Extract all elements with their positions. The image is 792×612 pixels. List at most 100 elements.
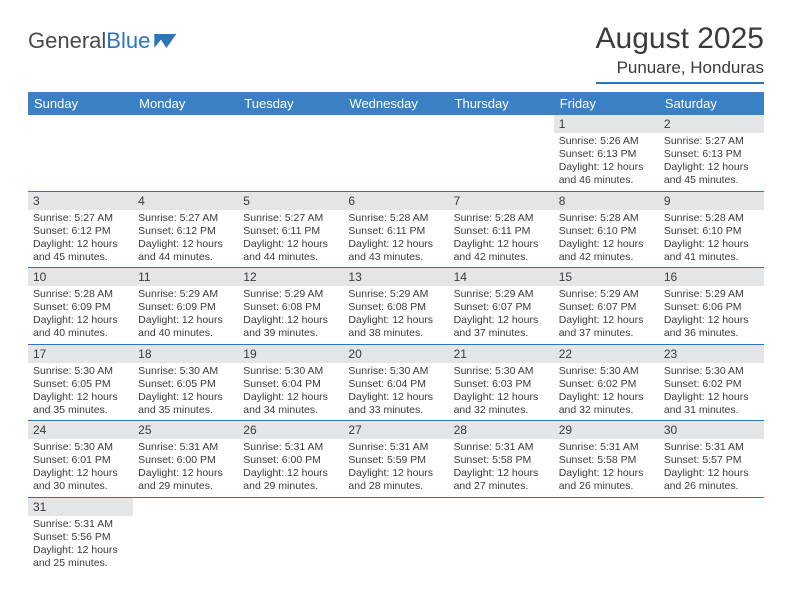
calendar-cell: 17Sunrise: 5:30 AMSunset: 6:05 PMDayligh… xyxy=(28,344,133,421)
weekday-header: Friday xyxy=(554,92,659,115)
calendar-cell: 28Sunrise: 5:31 AMSunset: 5:58 PMDayligh… xyxy=(449,421,554,498)
day-number: 4 xyxy=(133,192,238,210)
calendar-cell xyxy=(133,497,238,573)
calendar-cell: 9Sunrise: 5:28 AMSunset: 6:10 PMDaylight… xyxy=(659,191,764,268)
calendar-cell xyxy=(449,497,554,573)
weekday-header: Thursday xyxy=(449,92,554,115)
calendar-cell: 1Sunrise: 5:26 AMSunset: 6:13 PMDaylight… xyxy=(554,115,659,191)
day-number: 20 xyxy=(343,345,448,363)
day-number: 25 xyxy=(133,421,238,439)
brand-part1: General xyxy=(28,28,106,54)
day-number: 21 xyxy=(449,345,554,363)
calendar-table: SundayMondayTuesdayWednesdayThursdayFrid… xyxy=(28,92,764,573)
day-details: Sunrise: 5:28 AMSunset: 6:10 PMDaylight:… xyxy=(554,210,659,268)
weekday-row: SundayMondayTuesdayWednesdayThursdayFrid… xyxy=(28,92,764,115)
day-number: 30 xyxy=(659,421,764,439)
calendar-cell xyxy=(133,115,238,191)
calendar-week: 31Sunrise: 5:31 AMSunset: 5:56 PMDayligh… xyxy=(28,497,764,573)
calendar-cell: 21Sunrise: 5:30 AMSunset: 6:03 PMDayligh… xyxy=(449,344,554,421)
day-number: 9 xyxy=(659,192,764,210)
day-details: Sunrise: 5:30 AMSunset: 6:05 PMDaylight:… xyxy=(28,363,133,421)
calendar-cell: 27Sunrise: 5:31 AMSunset: 5:59 PMDayligh… xyxy=(343,421,448,498)
day-number: 28 xyxy=(449,421,554,439)
calendar-cell: 31Sunrise: 5:31 AMSunset: 5:56 PMDayligh… xyxy=(28,497,133,573)
calendar-week: 10Sunrise: 5:28 AMSunset: 6:09 PMDayligh… xyxy=(28,268,764,345)
header: GeneralBlue August 2025 Punuare, Hondura… xyxy=(28,22,764,84)
calendar-cell: 12Sunrise: 5:29 AMSunset: 6:08 PMDayligh… xyxy=(238,268,343,345)
day-number: 29 xyxy=(554,421,659,439)
calendar-cell: 8Sunrise: 5:28 AMSunset: 6:10 PMDaylight… xyxy=(554,191,659,268)
day-number: 6 xyxy=(343,192,448,210)
calendar-cell: 13Sunrise: 5:29 AMSunset: 6:08 PMDayligh… xyxy=(343,268,448,345)
calendar-week: 24Sunrise: 5:30 AMSunset: 6:01 PMDayligh… xyxy=(28,421,764,498)
calendar-week: 17Sunrise: 5:30 AMSunset: 6:05 PMDayligh… xyxy=(28,344,764,421)
day-number: 22 xyxy=(554,345,659,363)
brand-part2: Blue xyxy=(106,28,150,54)
day-details: Sunrise: 5:31 AMSunset: 6:00 PMDaylight:… xyxy=(238,439,343,497)
day-number: 24 xyxy=(28,421,133,439)
weekday-header: Wednesday xyxy=(343,92,448,115)
brand-logo: GeneralBlue xyxy=(28,28,176,54)
day-details: Sunrise: 5:30 AMSunset: 6:03 PMDaylight:… xyxy=(449,363,554,421)
month-title: August 2025 xyxy=(596,22,764,56)
calendar-cell xyxy=(659,497,764,573)
calendar-cell: 7Sunrise: 5:28 AMSunset: 6:11 PMDaylight… xyxy=(449,191,554,268)
day-details: Sunrise: 5:31 AMSunset: 5:59 PMDaylight:… xyxy=(343,439,448,497)
calendar-cell: 20Sunrise: 5:30 AMSunset: 6:04 PMDayligh… xyxy=(343,344,448,421)
day-number: 18 xyxy=(133,345,238,363)
day-details: Sunrise: 5:26 AMSunset: 6:13 PMDaylight:… xyxy=(554,133,659,191)
weekday-header: Sunday xyxy=(28,92,133,115)
day-number: 12 xyxy=(238,268,343,286)
day-details: Sunrise: 5:30 AMSunset: 6:04 PMDaylight:… xyxy=(238,363,343,421)
calendar-cell: 14Sunrise: 5:29 AMSunset: 6:07 PMDayligh… xyxy=(449,268,554,345)
calendar-cell: 18Sunrise: 5:30 AMSunset: 6:05 PMDayligh… xyxy=(133,344,238,421)
day-details: Sunrise: 5:28 AMSunset: 6:10 PMDaylight:… xyxy=(659,210,764,268)
day-details: Sunrise: 5:30 AMSunset: 6:02 PMDaylight:… xyxy=(554,363,659,421)
day-details: Sunrise: 5:30 AMSunset: 6:04 PMDaylight:… xyxy=(343,363,448,421)
day-number: 27 xyxy=(343,421,448,439)
day-number: 5 xyxy=(238,192,343,210)
calendar-head: SundayMondayTuesdayWednesdayThursdayFrid… xyxy=(28,92,764,115)
calendar-cell xyxy=(449,115,554,191)
day-details: Sunrise: 5:30 AMSunset: 6:05 PMDaylight:… xyxy=(133,363,238,421)
calendar-cell: 16Sunrise: 5:29 AMSunset: 6:06 PMDayligh… xyxy=(659,268,764,345)
day-details: Sunrise: 5:29 AMSunset: 6:07 PMDaylight:… xyxy=(554,286,659,344)
day-details: Sunrise: 5:29 AMSunset: 6:08 PMDaylight:… xyxy=(238,286,343,344)
calendar-cell xyxy=(554,497,659,573)
day-details: Sunrise: 5:31 AMSunset: 5:56 PMDaylight:… xyxy=(28,516,133,574)
day-number: 26 xyxy=(238,421,343,439)
day-number: 15 xyxy=(554,268,659,286)
day-number: 8 xyxy=(554,192,659,210)
calendar-week: 3Sunrise: 5:27 AMSunset: 6:12 PMDaylight… xyxy=(28,191,764,268)
calendar-cell: 4Sunrise: 5:27 AMSunset: 6:12 PMDaylight… xyxy=(133,191,238,268)
day-details: Sunrise: 5:29 AMSunset: 6:08 PMDaylight:… xyxy=(343,286,448,344)
title-block: August 2025 Punuare, Honduras xyxy=(596,22,764,84)
day-details: Sunrise: 5:31 AMSunset: 5:58 PMDaylight:… xyxy=(554,439,659,497)
calendar-cell xyxy=(28,115,133,191)
day-details: Sunrise: 5:28 AMSunset: 6:11 PMDaylight:… xyxy=(343,210,448,268)
calendar-cell: 19Sunrise: 5:30 AMSunset: 6:04 PMDayligh… xyxy=(238,344,343,421)
calendar-cell: 2Sunrise: 5:27 AMSunset: 6:13 PMDaylight… xyxy=(659,115,764,191)
day-number: 13 xyxy=(343,268,448,286)
weekday-header: Saturday xyxy=(659,92,764,115)
calendar-cell: 25Sunrise: 5:31 AMSunset: 6:00 PMDayligh… xyxy=(133,421,238,498)
day-number: 31 xyxy=(28,498,133,516)
calendar-cell xyxy=(343,115,448,191)
calendar-cell: 24Sunrise: 5:30 AMSunset: 6:01 PMDayligh… xyxy=(28,421,133,498)
calendar-body: 1Sunrise: 5:26 AMSunset: 6:13 PMDaylight… xyxy=(28,115,764,573)
day-number: 23 xyxy=(659,345,764,363)
day-number: 14 xyxy=(449,268,554,286)
day-number: 10 xyxy=(28,268,133,286)
day-number: 2 xyxy=(659,115,764,133)
day-number: 7 xyxy=(449,192,554,210)
day-details: Sunrise: 5:29 AMSunset: 6:07 PMDaylight:… xyxy=(449,286,554,344)
day-details: Sunrise: 5:27 AMSunset: 6:12 PMDaylight:… xyxy=(28,210,133,268)
calendar-cell: 26Sunrise: 5:31 AMSunset: 6:00 PMDayligh… xyxy=(238,421,343,498)
calendar-cell: 30Sunrise: 5:31 AMSunset: 5:57 PMDayligh… xyxy=(659,421,764,498)
calendar-cell: 6Sunrise: 5:28 AMSunset: 6:11 PMDaylight… xyxy=(343,191,448,268)
day-details: Sunrise: 5:29 AMSunset: 6:09 PMDaylight:… xyxy=(133,286,238,344)
calendar-cell xyxy=(343,497,448,573)
day-details: Sunrise: 5:29 AMSunset: 6:06 PMDaylight:… xyxy=(659,286,764,344)
day-details: Sunrise: 5:27 AMSunset: 6:13 PMDaylight:… xyxy=(659,133,764,191)
calendar-cell: 5Sunrise: 5:27 AMSunset: 6:11 PMDaylight… xyxy=(238,191,343,268)
